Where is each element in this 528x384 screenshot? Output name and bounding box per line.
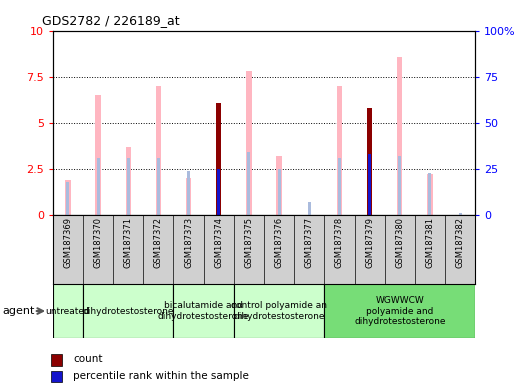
Bar bbox=[428, 173, 431, 215]
Bar bbox=[246, 71, 252, 215]
Bar bbox=[53, 284, 83, 338]
Bar bbox=[398, 156, 401, 215]
Text: untreated: untreated bbox=[45, 306, 90, 316]
Bar bbox=[427, 174, 432, 215]
Bar bbox=[368, 154, 371, 215]
Bar bbox=[174, 284, 234, 338]
Bar bbox=[278, 169, 280, 215]
Text: GSM187376: GSM187376 bbox=[275, 217, 284, 268]
Bar bbox=[308, 202, 311, 215]
Text: GSM187372: GSM187372 bbox=[154, 217, 163, 268]
Text: GDS2782 / 226189_at: GDS2782 / 226189_at bbox=[42, 14, 180, 27]
Bar bbox=[276, 156, 282, 215]
Text: GSM187382: GSM187382 bbox=[456, 217, 465, 268]
Bar bbox=[51, 354, 62, 366]
Text: GSM187379: GSM187379 bbox=[365, 217, 374, 268]
Bar bbox=[337, 86, 342, 215]
Bar bbox=[51, 371, 62, 382]
Text: agent: agent bbox=[3, 306, 35, 316]
Text: GSM187369: GSM187369 bbox=[63, 217, 72, 268]
Bar bbox=[216, 103, 221, 215]
Bar bbox=[127, 158, 130, 215]
Bar bbox=[338, 158, 341, 215]
Text: GSM187377: GSM187377 bbox=[305, 217, 314, 268]
Bar bbox=[248, 152, 250, 215]
Text: GSM187373: GSM187373 bbox=[184, 217, 193, 268]
Bar bbox=[96, 95, 101, 215]
Bar bbox=[156, 86, 161, 215]
Bar bbox=[83, 284, 174, 338]
Text: GSM187381: GSM187381 bbox=[426, 217, 435, 268]
Text: count: count bbox=[73, 354, 103, 364]
Text: bicalutamide and
dihydrotestosterone: bicalutamide and dihydrotestosterone bbox=[158, 301, 249, 321]
Text: GSM187375: GSM187375 bbox=[244, 217, 253, 268]
Text: WGWWCW
polyamide and
dihydrotestosterone: WGWWCW polyamide and dihydrotestosterone bbox=[354, 296, 446, 326]
Bar bbox=[217, 169, 220, 215]
Text: control polyamide an
dihydrotestosterone: control polyamide an dihydrotestosterone bbox=[231, 301, 327, 321]
Text: GSM187371: GSM187371 bbox=[124, 217, 133, 268]
Bar bbox=[157, 158, 160, 215]
Bar bbox=[234, 284, 324, 338]
Text: GSM187374: GSM187374 bbox=[214, 217, 223, 268]
Bar bbox=[186, 178, 191, 215]
Text: GSM187380: GSM187380 bbox=[395, 217, 404, 268]
Bar bbox=[67, 182, 69, 215]
Bar bbox=[324, 284, 475, 338]
Text: dihydrotestosterone: dihydrotestosterone bbox=[82, 306, 174, 316]
Bar bbox=[397, 56, 402, 215]
Text: GSM187378: GSM187378 bbox=[335, 217, 344, 268]
Bar bbox=[126, 147, 131, 215]
Bar bbox=[187, 171, 190, 215]
Text: GSM187370: GSM187370 bbox=[93, 217, 102, 268]
Bar bbox=[459, 213, 461, 215]
Bar bbox=[65, 180, 71, 215]
Text: percentile rank within the sample: percentile rank within the sample bbox=[73, 371, 249, 381]
Bar bbox=[367, 108, 372, 215]
Bar bbox=[97, 158, 100, 215]
